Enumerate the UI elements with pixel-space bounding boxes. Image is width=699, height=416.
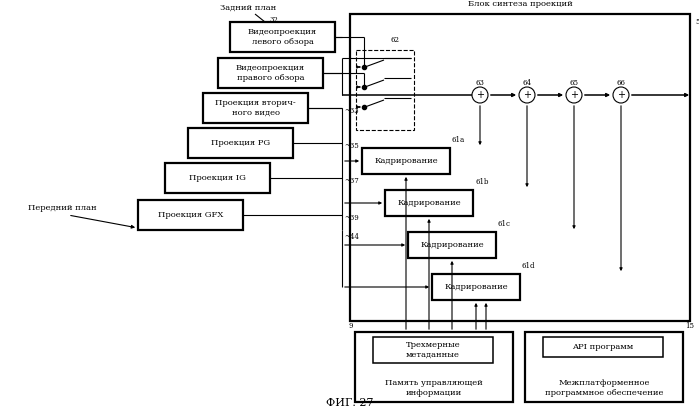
Text: Межплатформенное
программное обеспечение: Межплатформенное программное обеспечение [545, 379, 663, 396]
Text: Видеопроекция
левого обзора: Видеопроекция левого обзора [248, 28, 317, 46]
Text: Видеопроекция
правого обзора: Видеопроекция правого обзора [236, 64, 305, 82]
Text: Задний план: Задний план [220, 4, 276, 12]
Text: Кадрирование: Кадрирование [444, 283, 507, 291]
Text: ФИГ. 27: ФИГ. 27 [326, 398, 373, 408]
Text: 66: 66 [617, 79, 626, 87]
Bar [350, 14, 690, 321]
Text: Проекция PG: Проекция PG [211, 139, 270, 147]
Bar [408, 232, 496, 258]
Bar [165, 163, 270, 193]
Text: ~39: ~39 [344, 214, 359, 222]
Bar [525, 332, 683, 402]
Bar [203, 93, 308, 123]
Bar [230, 22, 335, 52]
Text: ~37: ~37 [344, 177, 359, 185]
Bar [385, 190, 473, 216]
Text: Кадрирование: Кадрирование [374, 157, 438, 165]
Text: Передний план: Передний план [28, 204, 96, 212]
Text: Кадрирование: Кадрирование [397, 199, 461, 207]
Text: ~35: ~35 [344, 142, 359, 150]
Text: Проекция IG: Проекция IG [189, 174, 246, 182]
Bar [218, 58, 323, 88]
Bar [138, 200, 243, 230]
Text: 62: 62 [391, 36, 400, 44]
Text: API программ: API программ [572, 343, 633, 351]
Text: Проекция GFX: Проекция GFX [158, 211, 223, 219]
Bar [188, 128, 293, 158]
Text: 61a: 61a [452, 136, 466, 144]
Text: Кадрирование: Кадрирование [420, 241, 484, 249]
Text: Память управляющей
информации: Память управляющей информации [385, 379, 483, 396]
Bar [362, 148, 450, 174]
Text: Проекция вторич-
ного видео: Проекция вторич- ного видео [215, 99, 296, 116]
Text: Блок синтеза проекций: Блок синтеза проекций [468, 0, 572, 8]
Text: 61b: 61b [475, 178, 489, 186]
Text: 9: 9 [349, 322, 353, 330]
Text: +: + [523, 91, 531, 101]
Text: 63: 63 [475, 79, 484, 87]
Text: 64: 64 [522, 79, 531, 87]
Bar [356, 50, 414, 130]
Text: +: + [617, 91, 625, 101]
Text: Трехмерные
метаданные: Трехмерные метаданные [405, 342, 461, 359]
Text: 32: 32 [270, 16, 279, 24]
Text: 15: 15 [685, 322, 694, 330]
Text: +: + [570, 91, 578, 101]
Bar [432, 274, 520, 300]
Bar [543, 337, 663, 357]
Text: 65: 65 [570, 79, 579, 87]
Text: 61d: 61d [522, 262, 535, 270]
Text: +: + [476, 91, 484, 101]
Text: ~44: ~44 [344, 233, 359, 241]
Text: 61c: 61c [498, 220, 511, 228]
Bar [355, 332, 513, 402]
Bar [373, 337, 493, 363]
Text: ~33: ~33 [344, 107, 359, 115]
Text: 5b: 5b [695, 18, 699, 26]
